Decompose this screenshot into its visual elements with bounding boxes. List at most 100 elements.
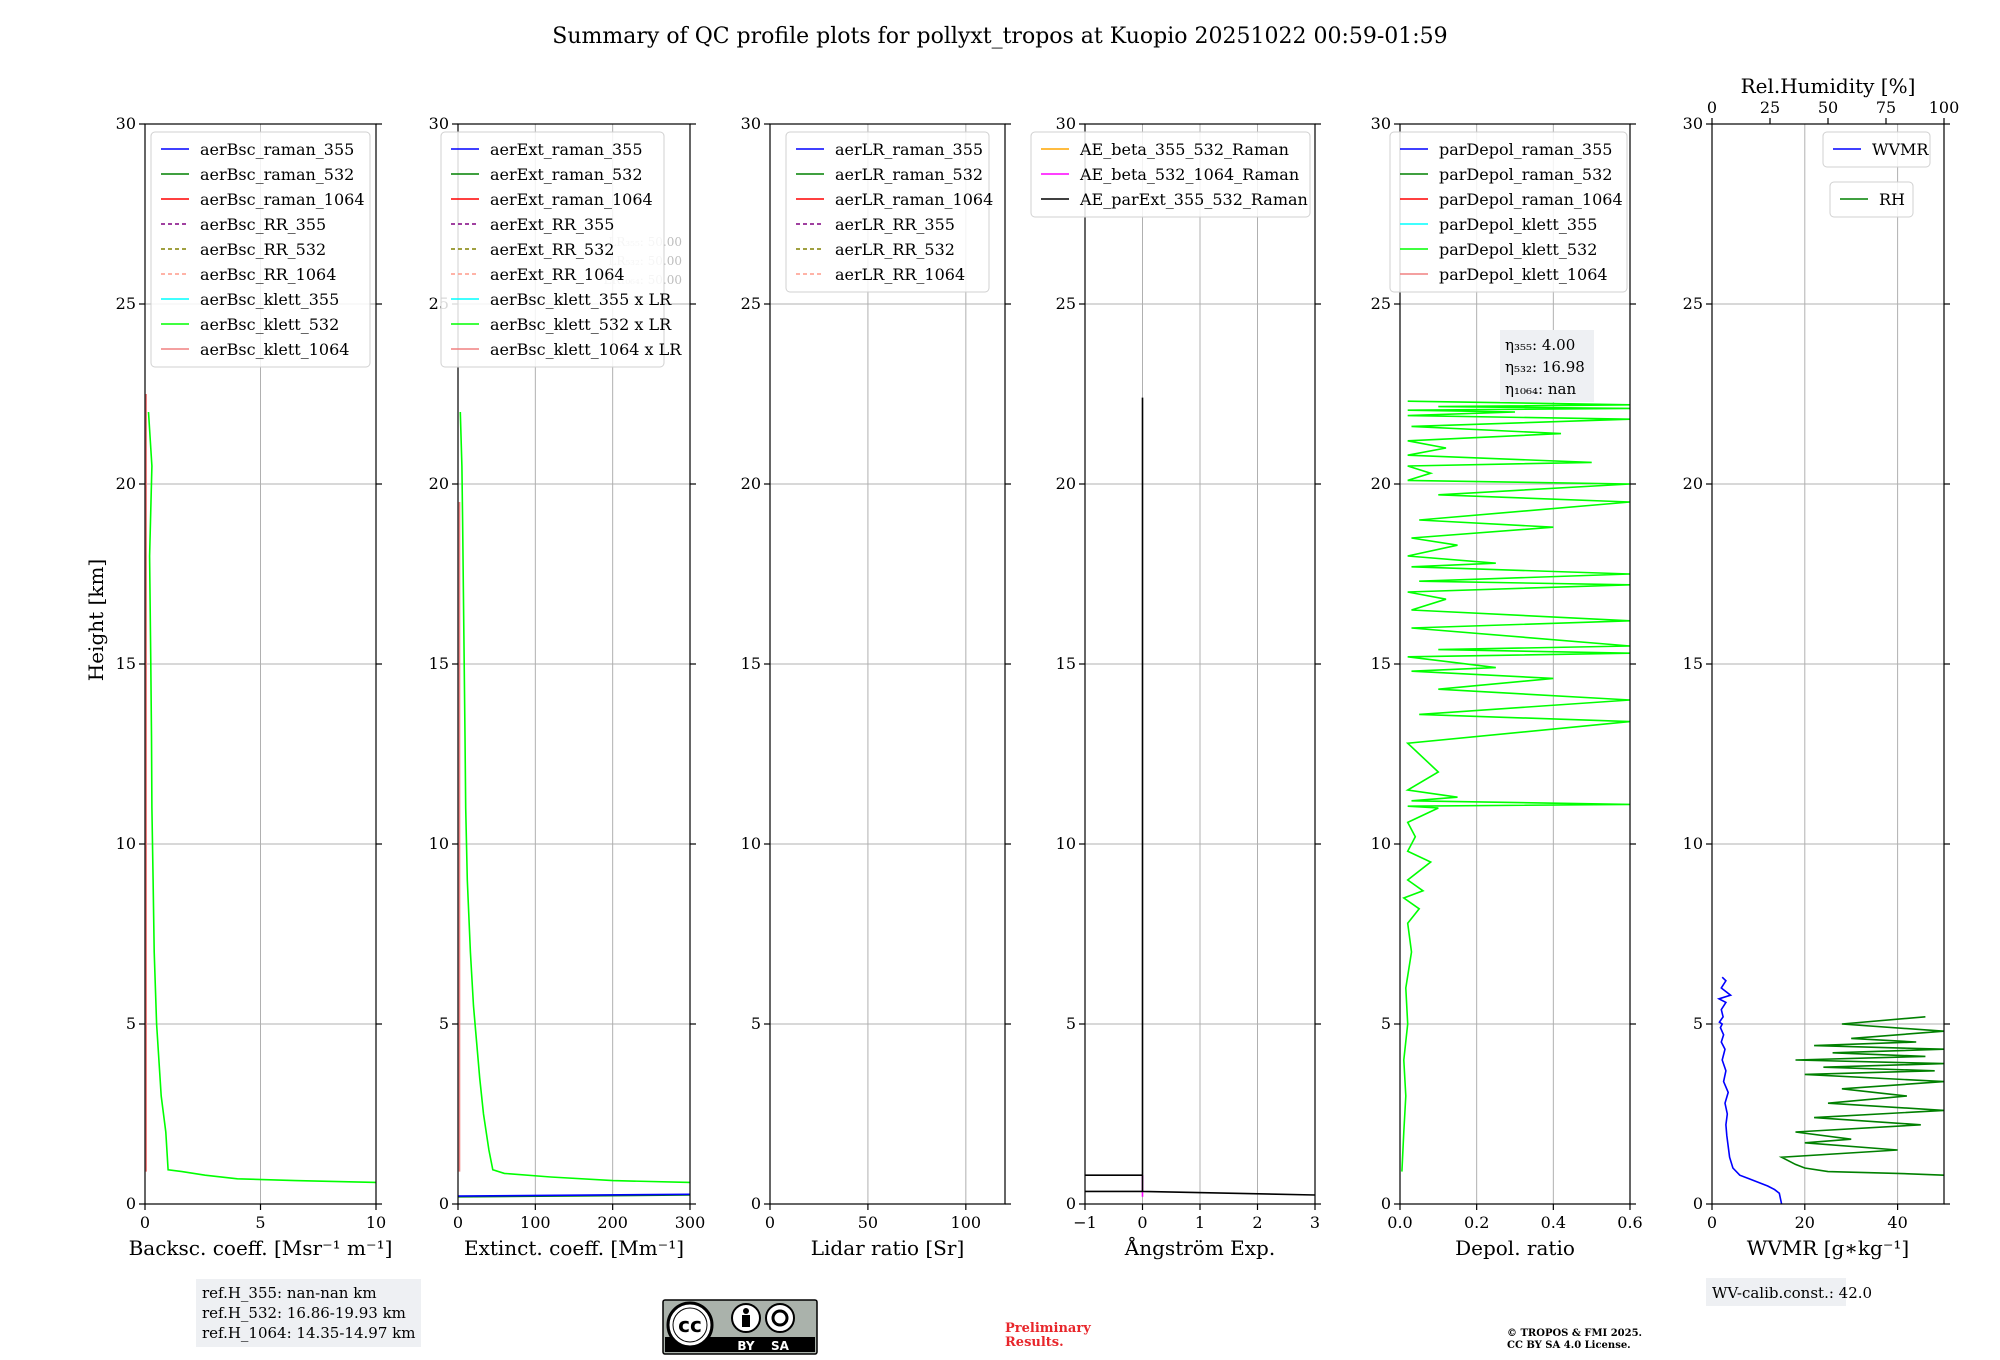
xtick-label: 0.4 xyxy=(1541,1213,1566,1232)
ytick-label: 0 xyxy=(126,1194,136,1213)
copyright-line-1: © TROPOS & FMI 2025. xyxy=(1507,1328,1643,1339)
series-aerbsc-klett-532 xyxy=(147,411,377,1184)
ytick-label: 0 xyxy=(1066,1194,1076,1213)
xtick-label: 40 xyxy=(1887,1213,1907,1232)
copyright-note: © TROPOS & FMI 2025. CC BY SA 4.0 Licens… xyxy=(1507,1328,1642,1352)
sa-icon xyxy=(765,1303,795,1333)
x-axis-label: WVMR [g∗kg⁻¹] xyxy=(1747,1236,1909,1260)
ref-h-1064: ref.H_1064: 14.35-14.97 km xyxy=(202,1324,416,1342)
legend-label: aerBsc_RR_532 xyxy=(200,240,326,259)
legend-label: aerBsc_klett_1064 x LR xyxy=(490,340,682,359)
x-axis-label: Backsc. coeff. [Msr⁻¹ m⁻¹] xyxy=(129,1236,393,1260)
ytick-label: 30 xyxy=(1683,114,1703,133)
ytick-label: 15 xyxy=(1371,654,1391,673)
xtick-label: 200 xyxy=(597,1213,628,1232)
panel-3: 0 5 10 15 20 25 30 0 50 100 Lidar ratio [Sr] aerLR_… xyxy=(741,114,1011,1260)
series-pardepol-klett-532 xyxy=(1401,400,1631,1172)
xtick-label: 300 xyxy=(675,1213,706,1232)
ytick-label: 20 xyxy=(116,474,136,493)
wv-calib-label: WV-calib.const.: 42.0 xyxy=(1712,1284,1872,1302)
legend-label: aerLR_raman_355 xyxy=(835,140,983,159)
ytick-label: 0 xyxy=(1381,1194,1391,1213)
legend-label: aerLR_RR_1064 xyxy=(835,265,965,284)
cc-by-label: BY xyxy=(737,1339,754,1353)
ytick-label: 15 xyxy=(1056,654,1076,673)
ytick-label: 25 xyxy=(1056,294,1076,313)
legend-label: AE_beta_355_532_Raman xyxy=(1079,140,1289,159)
legend-label: WVMR xyxy=(1872,140,1929,159)
xtick-label: 50 xyxy=(858,1213,878,1232)
cc-sa-label: SA xyxy=(771,1339,790,1353)
ytick-label: 5 xyxy=(751,1014,761,1033)
ytick-label: 5 xyxy=(1381,1014,1391,1033)
x-axis-label: Extinct. coeff. [Mm⁻¹] xyxy=(464,1236,684,1260)
legend-label: parDepol_klett_1064 xyxy=(1439,265,1608,284)
legend-label: aerBsc_RR_1064 xyxy=(200,265,336,284)
legend-label: parDepol_raman_355 xyxy=(1439,140,1612,159)
ytick-label: 15 xyxy=(1683,654,1703,673)
legend-label: parDepol_raman_1064 xyxy=(1439,190,1623,209)
xtick-label: 0 xyxy=(140,1213,150,1232)
legend-label: parDepol_klett_355 xyxy=(1439,215,1597,234)
eta-value: η₃₅₅: 4.00 xyxy=(1505,336,1575,354)
legend-label: aerBsc_klett_532 xyxy=(200,315,339,334)
ytick-label: 30 xyxy=(741,114,761,133)
legend-label: aerBsc_raman_355 xyxy=(200,140,354,159)
xtick-label: 0.6 xyxy=(1617,1213,1642,1232)
legend-label: aerExt_raman_355 xyxy=(490,140,643,159)
top-xtick-label: 100 xyxy=(1929,98,1960,117)
series-aerext-raman-355 xyxy=(457,1193,691,1197)
ytick-label: 25 xyxy=(1371,294,1391,313)
ytick-label: 15 xyxy=(429,654,449,673)
ytick-label: 20 xyxy=(1056,474,1076,493)
xtick-label: 1 xyxy=(1195,1213,1205,1232)
ytick-label: 0 xyxy=(751,1194,761,1213)
xtick-label: 10 xyxy=(366,1213,386,1232)
series-aerbsc-klett-532-x-lr xyxy=(459,411,691,1184)
legend-label: aerLR_raman_532 xyxy=(835,165,983,184)
ytick-label: 10 xyxy=(1056,834,1076,853)
xtick-label: 100 xyxy=(951,1213,982,1232)
xtick-label: 0 xyxy=(453,1213,463,1232)
xtick-label: −1 xyxy=(1073,1213,1097,1232)
top-xtick-label: 50 xyxy=(1818,98,1838,117)
preliminary-results-note: Preliminary Results. xyxy=(1005,1322,1091,1350)
xtick-label: 0 xyxy=(765,1213,775,1232)
ytick-label: 5 xyxy=(1693,1014,1703,1033)
legend-label: aerExt_RR_355 xyxy=(490,215,614,234)
cc-symbol: cc xyxy=(678,1313,702,1337)
legend-label: aerBsc_raman_1064 xyxy=(200,190,365,209)
ytick-label: 10 xyxy=(116,834,136,853)
wv-calib-box xyxy=(1706,1278,1846,1306)
legend-label: aerBsc_raman_532 xyxy=(200,165,354,184)
legend-label: aerBsc_klett_1064 xyxy=(200,340,349,359)
ytick-label: 10 xyxy=(1683,834,1703,853)
ytick-label: 10 xyxy=(1371,834,1391,853)
legend xyxy=(1822,131,1931,168)
legend-label: aerExt_raman_1064 xyxy=(490,190,653,209)
legend-label: aerBsc_klett_355 xyxy=(200,290,339,309)
ytick-label: 30 xyxy=(1371,114,1391,133)
xtick-label: 2 xyxy=(1252,1213,1262,1232)
top-xtick-label: 75 xyxy=(1876,98,1896,117)
ytick-label: 0 xyxy=(1693,1194,1703,1213)
legend-label: aerLR_raman_1064 xyxy=(835,190,993,209)
x-axis-label: Ångström Exp. xyxy=(1124,1235,1275,1260)
legend-label: RH xyxy=(1879,190,1905,209)
ytick-label: 20 xyxy=(1371,474,1391,493)
legend-label: aerLR_RR_355 xyxy=(835,215,955,234)
xtick-label: 0 xyxy=(1707,1213,1717,1232)
legend xyxy=(150,131,371,368)
xtick-label: 20 xyxy=(1795,1213,1815,1232)
legend-label: aerLR_RR_532 xyxy=(835,240,955,259)
legend-label: aerBsc_klett_355 x LR xyxy=(490,290,672,309)
ytick-label: 25 xyxy=(1683,294,1703,313)
copyright-line-2: CC BY SA 4.0 License. xyxy=(1507,1340,1631,1351)
figure-title: Summary of QC profile plots for pollyxt_… xyxy=(552,24,1447,49)
eta-box xyxy=(1500,330,1594,402)
legend-label: parDepol_klett_532 xyxy=(1439,240,1597,259)
y-axis-label: Height [km] xyxy=(84,559,108,681)
panel-5: 0 5 10 15 20 25 30 0.0 0.2 0.4 0.6 Depol. ratio parD… xyxy=(1371,114,1643,1260)
